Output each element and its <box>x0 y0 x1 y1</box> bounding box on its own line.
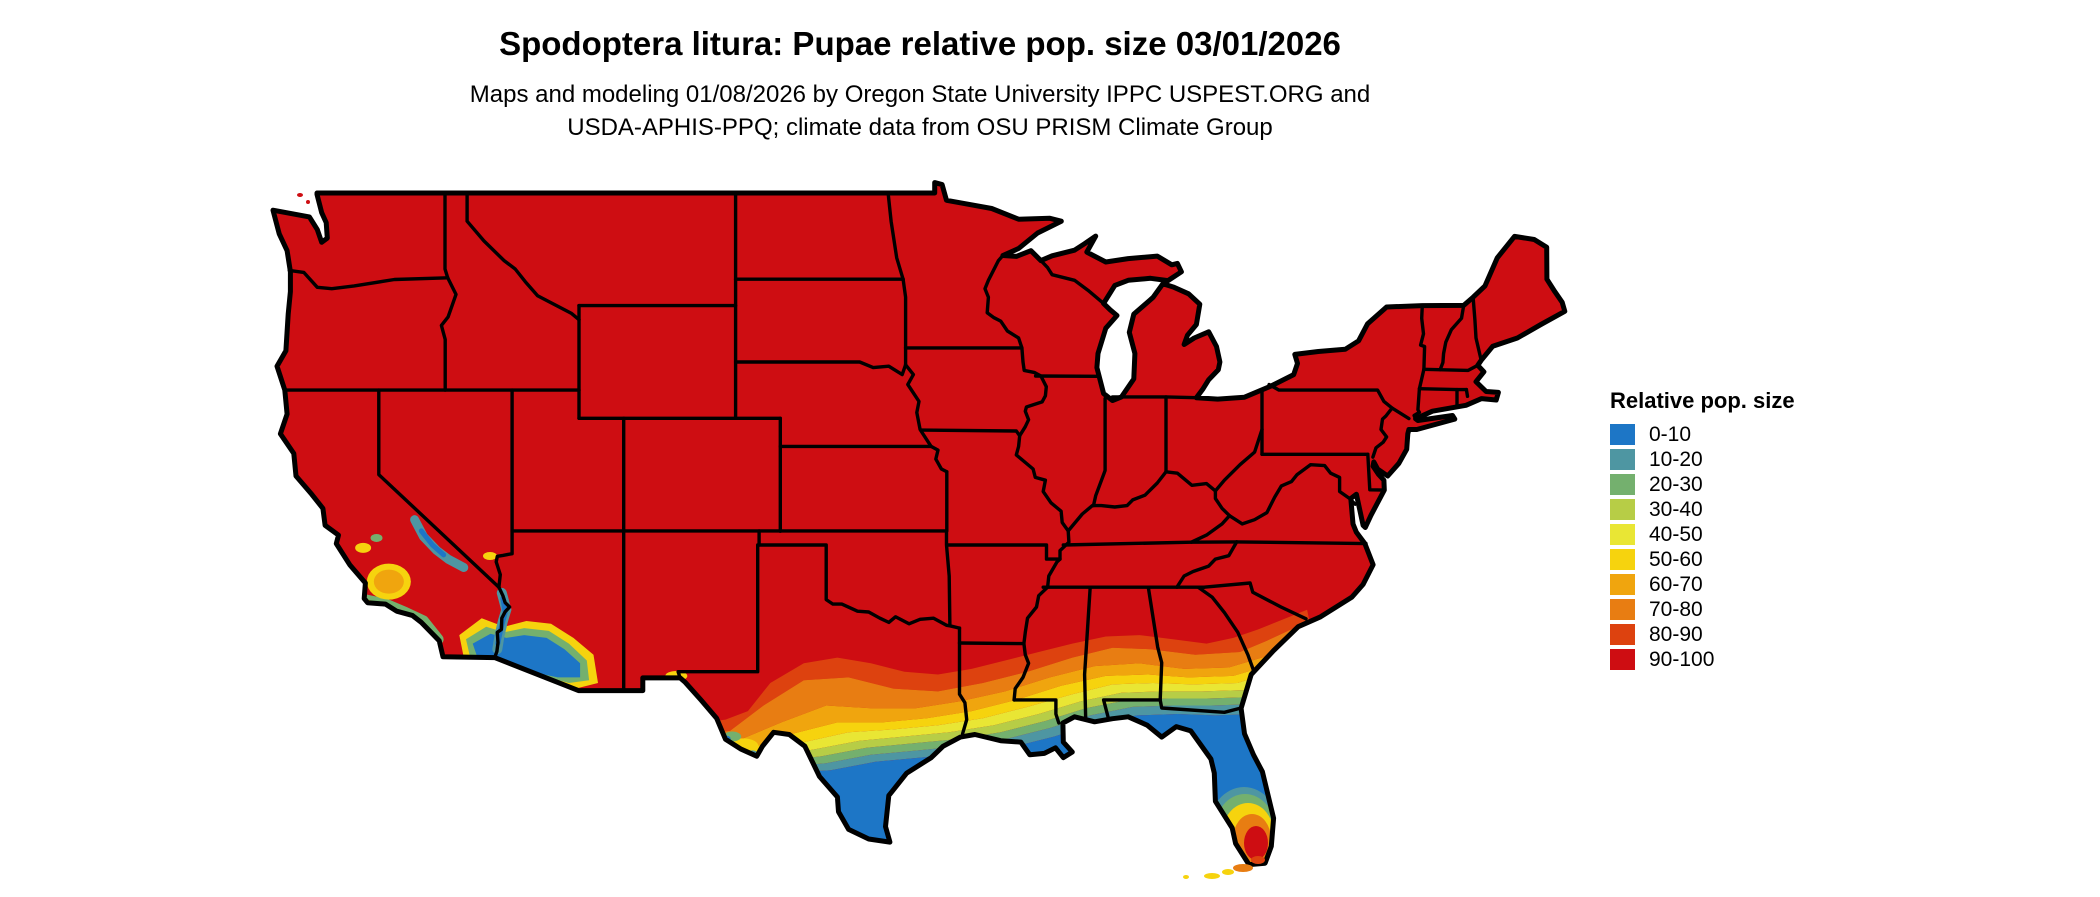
legend-title: Relative pop. size <box>1610 388 1795 414</box>
legend-item: 40-50 <box>1610 522 1795 547</box>
legend-swatch <box>1610 549 1635 570</box>
legend-item: 50-60 <box>1610 547 1795 572</box>
legend-item: 90-100 <box>1610 647 1795 672</box>
legend: Relative pop. size 0-10 10-20 20-30 30-4… <box>1610 388 1795 672</box>
legend-item: 60-70 <box>1610 572 1795 597</box>
legend-item-label: 30-40 <box>1649 498 1703 522</box>
legend-item: 0-10 <box>1610 422 1795 447</box>
legend-swatch <box>1610 424 1635 445</box>
legend-swatch <box>1610 449 1635 470</box>
legend-item: 70-80 <box>1610 597 1795 622</box>
legend-item-label: 20-30 <box>1649 473 1703 497</box>
legend-item: 30-40 <box>1610 497 1795 522</box>
legend-swatch <box>1610 524 1635 545</box>
legend-swatch <box>1610 649 1635 670</box>
map-title: Spodoptera litura: Pupae relative pop. s… <box>0 0 1840 64</box>
state-border-line <box>1113 397 1197 398</box>
state-border-line <box>1419 389 1466 390</box>
legend-rows: 0-10 10-20 20-30 30-40 40-50 50-60 60-70… <box>1610 422 1795 672</box>
legend-swatch <box>1610 574 1635 595</box>
legend-item-label: 40-50 <box>1649 523 1703 547</box>
state-border-line <box>1466 390 1467 397</box>
legend-item: 80-90 <box>1610 622 1795 647</box>
legend-item-label: 0-10 <box>1649 423 1691 447</box>
legend-swatch <box>1610 499 1635 520</box>
legend-item-label: 60-70 <box>1649 573 1703 597</box>
legend-swatch <box>1610 624 1635 645</box>
map-header: Spodoptera litura: Pupae relative pop. s… <box>0 0 1840 144</box>
legend-item-label: 70-80 <box>1649 598 1703 622</box>
legend-swatch <box>1610 599 1635 620</box>
legend-item-label: 80-90 <box>1649 623 1703 647</box>
legend-item: 10-20 <box>1610 447 1795 472</box>
legend-item: 20-30 <box>1610 472 1795 497</box>
legend-swatch <box>1610 474 1635 495</box>
legend-item-label: 90-100 <box>1649 648 1714 672</box>
map-subtitle-line2: USDA-APHIS-PPQ; climate data from OSU PR… <box>0 111 1840 144</box>
map-subtitle-line1: Maps and modeling 01/08/2026 by Oregon S… <box>0 78 1840 111</box>
state-border-line <box>960 643 1024 644</box>
legend-item-label: 50-60 <box>1649 548 1703 572</box>
state-border-line <box>1237 542 1366 544</box>
legend-item-label: 10-20 <box>1649 448 1703 472</box>
